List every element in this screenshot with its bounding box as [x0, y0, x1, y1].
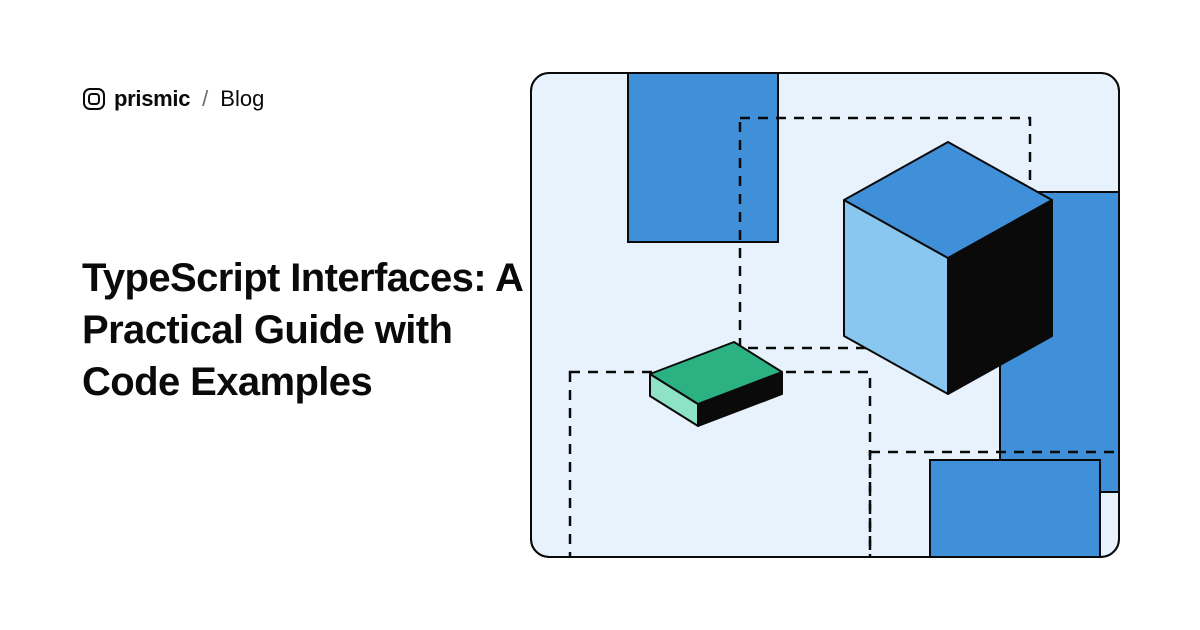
- brand-logo: prismic: [82, 86, 190, 112]
- page-title: TypeScript Interfaces: A Practical Guide…: [82, 252, 542, 408]
- prismic-icon: [82, 87, 106, 111]
- hero-illustration: [530, 72, 1120, 558]
- brand-name: prismic: [114, 86, 190, 112]
- breadcrumb-section: Blog: [220, 86, 264, 112]
- breadcrumb-separator: /: [202, 86, 208, 112]
- header: prismic / Blog: [82, 86, 264, 112]
